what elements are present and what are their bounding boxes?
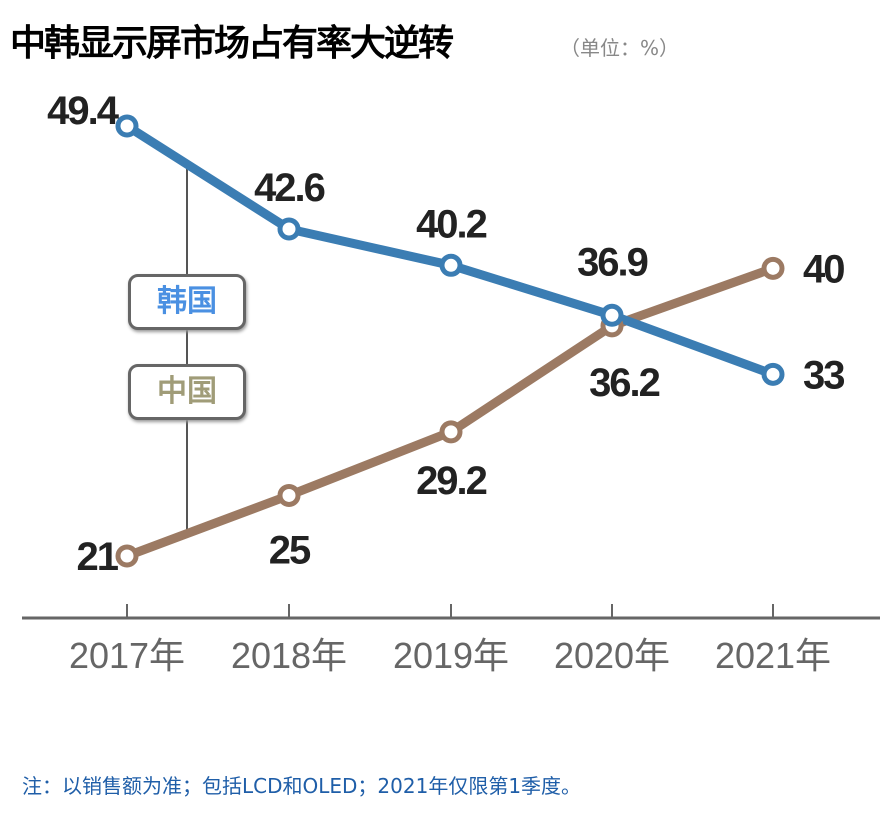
- legend-label-korea: 韩国: [157, 284, 217, 319]
- x-tick-label: 2017年: [69, 635, 185, 676]
- legend-label-china: 中国: [157, 374, 217, 409]
- x-tick-label: 2021年: [715, 635, 831, 676]
- data-point: [277, 217, 301, 241]
- data-label: 21: [77, 535, 119, 579]
- legend-korea: 韩国: [128, 274, 246, 330]
- data-label: 33: [803, 353, 844, 397]
- data-point: [277, 483, 301, 507]
- data-label: 25: [269, 528, 311, 572]
- data-point: [439, 253, 463, 277]
- data-point: [761, 362, 785, 386]
- data-label: 40.2: [416, 202, 487, 246]
- data-point: [439, 420, 463, 444]
- data-label: 36.2: [589, 361, 660, 405]
- line-chart: 2017年 2018年 2019年 2020年 2021年 21 25 29.2 36.2 40 4…: [22, 89, 880, 676]
- footnote: 注：以销售额为准；包括LCD和OLED；2021年仅限第1季度。: [22, 774, 582, 798]
- x-tick-label: 2018年: [231, 635, 347, 676]
- legend-china: 中国: [128, 364, 246, 420]
- data-label: 42.6: [254, 166, 325, 210]
- series-line-korea: [124, 122, 775, 379]
- data-point: [115, 114, 139, 138]
- data-point: [115, 544, 139, 568]
- data-point: [600, 303, 624, 327]
- unit-label: （单位：%）: [560, 36, 680, 60]
- data-label: 36.9: [577, 240, 648, 284]
- x-tick-label: 2020年: [554, 635, 670, 676]
- data-label: 40: [803, 247, 844, 291]
- data-label: 49.4: [47, 89, 120, 133]
- data-label: 29.2: [416, 459, 487, 503]
- chart-title: 中韩显示屏市场占有率大逆转: [10, 23, 454, 64]
- x-tick-label: 2019年: [393, 635, 509, 676]
- data-point: [761, 256, 785, 280]
